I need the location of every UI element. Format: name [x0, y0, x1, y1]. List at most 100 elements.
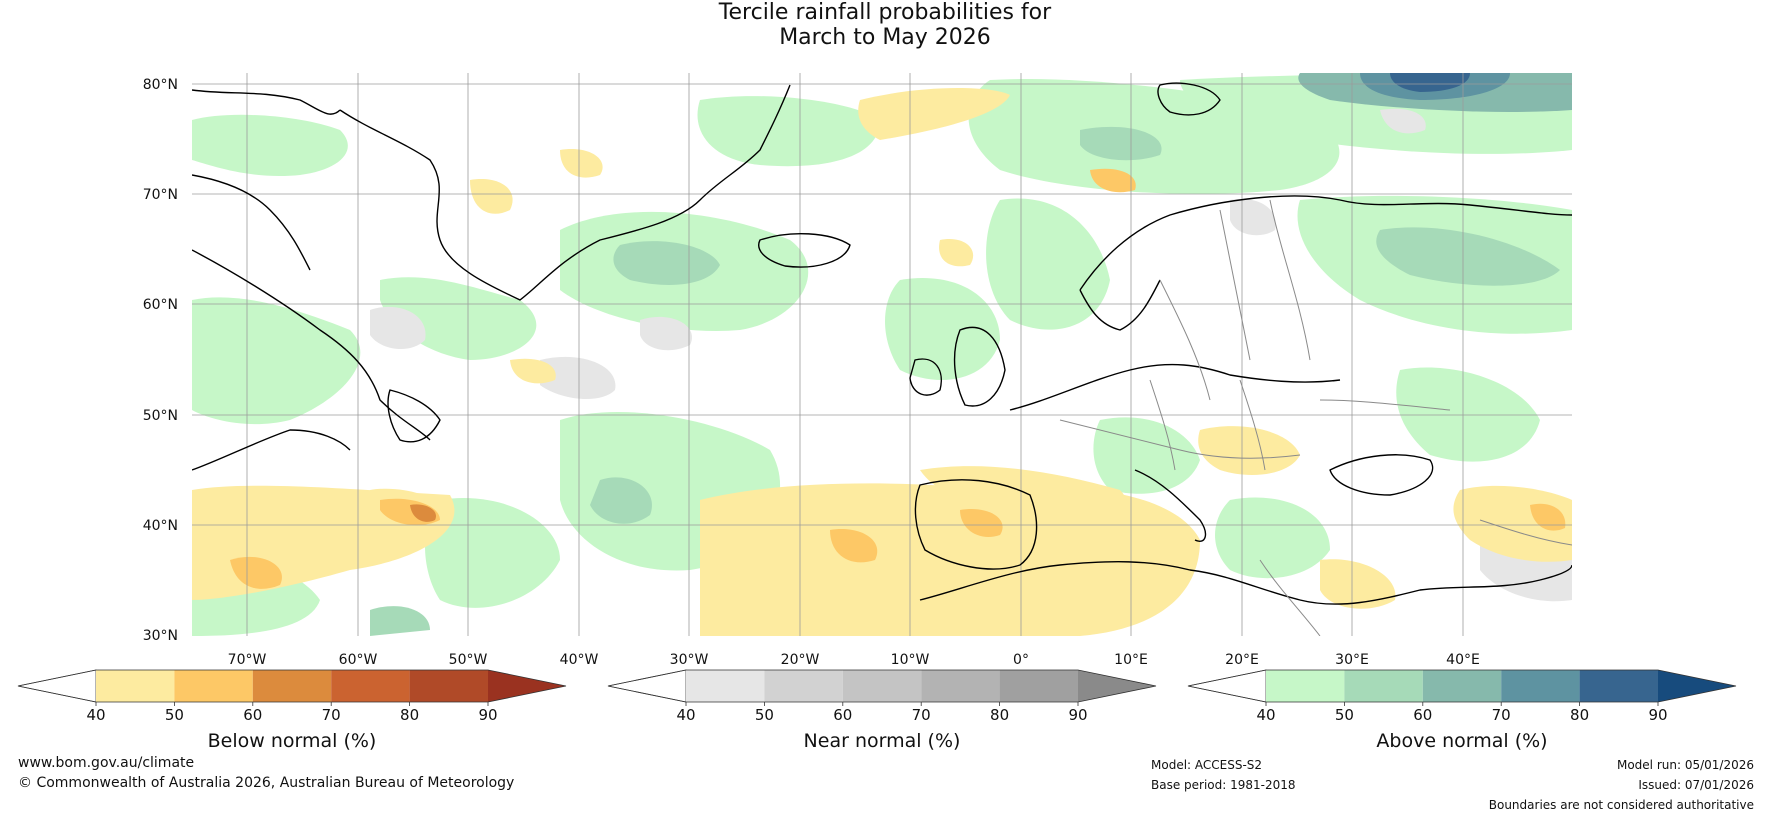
boundary — [1269, 199, 1311, 361]
coastline-canada-north — [192, 89, 341, 115]
yellow-region — [960, 509, 1003, 538]
coastline-iceland — [758, 232, 851, 268]
colorbar-tick-label: 60 — [1413, 706, 1432, 724]
coastline-italy — [1134, 469, 1207, 542]
yellow-region — [470, 179, 513, 214]
colorbar-extend-low — [607, 669, 687, 703]
below-normal-shading — [192, 88, 1572, 636]
colorbar-tick-label: 60 — [243, 706, 262, 724]
green-region — [697, 96, 880, 167]
colorbar-tick-label: 40 — [1256, 706, 1275, 724]
coastline-scandinavia — [1079, 195, 1572, 291]
coastline-greenland — [339, 84, 791, 301]
colorbar-segment — [174, 670, 253, 702]
coastline-svalbard — [1157, 82, 1221, 116]
lon-label: 30°W — [670, 652, 709, 668]
colorbar-segment — [1579, 670, 1658, 702]
map-title: Tercile rainfall probabilities for March… — [0, 0, 1770, 50]
colorbar-tick-label: 60 — [833, 706, 852, 724]
teal-region — [1376, 227, 1560, 286]
colorbar-segment — [1344, 670, 1423, 702]
green-region — [1215, 497, 1330, 579]
longitude-labels: 70°W 60°W 50°W 40°W 30°W 20°W 10°W 0° 10… — [228, 652, 1480, 668]
green-region — [885, 278, 1000, 380]
map-title-line1: Tercile rainfall probabilities for — [718, 0, 1052, 25]
colorbar-tick-label: 90 — [1648, 706, 1667, 724]
country-boundaries — [1059, 199, 1572, 636]
above-normal-high-shading — [370, 73, 1572, 636]
colorbar-segment — [96, 670, 175, 702]
colorbar-segment — [764, 670, 843, 702]
yellow-region — [1090, 168, 1136, 193]
green-region — [986, 198, 1110, 330]
lon-label: 10°W — [891, 652, 930, 668]
yellow-region — [700, 483, 1200, 636]
boundary — [1149, 379, 1176, 471]
colorbar-extend-high — [1658, 670, 1736, 702]
lon-label: 30°E — [1335, 652, 1369, 668]
yellow-region — [410, 504, 436, 522]
colorbar-tick-label: 70 — [912, 706, 931, 724]
colorbar-segment — [1422, 670, 1502, 702]
colorbar-segment — [409, 670, 488, 702]
grey-region — [540, 356, 616, 400]
coastline-newfoundland — [387, 389, 441, 443]
colorbar-tick-label: 80 — [990, 706, 1009, 724]
lat-label: 40°N — [143, 518, 178, 534]
grey-region — [370, 306, 426, 350]
colorbar-segment — [921, 670, 1000, 702]
boundary — [1219, 209, 1251, 361]
boundary — [1159, 279, 1211, 401]
colorbar-segment — [331, 670, 410, 702]
lon-label: 40°E — [1446, 652, 1480, 668]
green-region — [1396, 367, 1540, 462]
colorbar-tick-label: 70 — [322, 706, 341, 724]
lon-label: 60°W — [339, 652, 378, 668]
lon-label: 20°E — [1225, 652, 1259, 668]
coastline-british-isles — [953, 326, 1006, 407]
colorbar-tick-label: 70 — [1492, 706, 1511, 724]
colorbar-segment — [252, 670, 332, 702]
green-region — [1093, 417, 1200, 494]
colorbar-1: 40 50 60 70 80 90 Below normal (%) — [17, 669, 567, 752]
footer-model: Model: ACCESS-S2 — [1151, 758, 1263, 772]
colorbar-segment — [999, 670, 1078, 702]
yellow-region — [1198, 426, 1300, 475]
colorbar-tick-label: 50 — [1335, 706, 1354, 724]
yellow-region — [560, 149, 603, 178]
coastline-black-sea — [1329, 454, 1434, 496]
colorbar-segment — [1266, 670, 1345, 702]
footer-model-run: Model run: 05/01/2026 — [1616, 758, 1754, 772]
footer-disclaimer: Boundaries are not considered authoritat… — [1488, 798, 1754, 812]
colorbar-extend-low — [17, 669, 97, 703]
colorbar-tick-label: 40 — [86, 706, 105, 724]
colorbar-extend-high — [1078, 670, 1156, 702]
colorbar-segment — [686, 670, 765, 702]
coastline-ireland — [909, 358, 942, 396]
lon-label: 50°W — [449, 652, 488, 668]
lat-label: 50°N — [143, 408, 178, 424]
map-title-line2: March to May 2026 — [779, 25, 991, 50]
footer-copyright: © Commonwealth of Australia 2026, Austra… — [18, 775, 515, 791]
coastline-labrador — [192, 249, 431, 441]
yellow-region — [1530, 503, 1566, 531]
footer-base-period: Base period: 1981-2018 — [1151, 778, 1296, 792]
latitude-labels: 80°N 70°N 60°N 50°N 40°N 30°N — [143, 77, 178, 644]
lon-label: 10°E — [1114, 652, 1148, 668]
map-area — [192, 73, 1572, 636]
green-region — [192, 114, 348, 177]
colorbar-title: Above normal (%) — [1376, 730, 1547, 752]
lat-label: 60°N — [143, 297, 178, 313]
yellow-region — [1320, 559, 1396, 609]
yellow-region — [858, 88, 1010, 140]
yellow-region — [830, 529, 878, 563]
colorbar-extend-high — [488, 670, 566, 702]
colorbar-tick-label: 50 — [755, 706, 774, 724]
colorbar-segment — [842, 670, 922, 702]
footer-website: www.bom.gov.au/climate — [18, 755, 195, 771]
lon-label: 40°W — [560, 652, 599, 668]
colorbar-2: 40 50 60 70 80 90 Near normal (%) — [607, 669, 1157, 752]
lon-label: 70°W — [228, 652, 267, 668]
coastline-iberia — [914, 479, 1038, 570]
